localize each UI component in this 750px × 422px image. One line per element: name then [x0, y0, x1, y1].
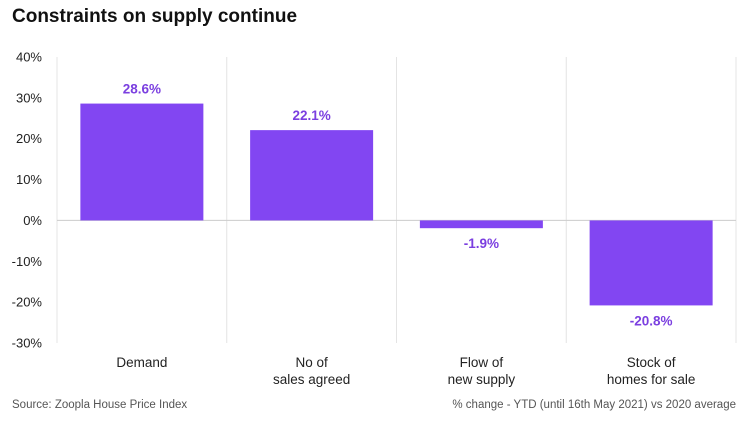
x-tick-label: Flow of new supply: [448, 355, 516, 387]
x-tick-label: Demand: [116, 355, 167, 370]
bars: [80, 103, 713, 306]
y-tick-label: 0%: [23, 213, 42, 228]
y-tick-label: 30%: [16, 90, 42, 105]
data-label: 22.1%: [292, 108, 330, 123]
bar: [250, 130, 374, 221]
data-label: 28.6%: [123, 82, 161, 97]
y-tick-label: 20%: [16, 131, 42, 146]
chart-title: Constraints on supply continue: [12, 6, 298, 27]
bar: [80, 103, 204, 221]
y-tick-label: -10%: [12, 254, 43, 269]
bar: [589, 220, 713, 306]
y-tick-label: 10%: [16, 172, 42, 187]
y-tick-label: -20%: [12, 295, 43, 310]
source-note: Source: Zoopla House Price Index: [12, 399, 188, 411]
data-label: -1.9%: [464, 236, 499, 251]
x-axis: Demand No of sales agreed Flow of new supply…: [116, 355, 695, 387]
data-labels: 28.6% 22.1% -1.9% -20.8%: [123, 82, 673, 329]
x-tick-label: No of sales agreed: [273, 355, 350, 387]
y-axis: 40% 30% 20% 10% 0% -10% -20% -30%: [12, 50, 43, 351]
bar: [419, 220, 543, 229]
y-tick-label: 40%: [16, 50, 42, 65]
measure-note: % change - YTD (until 16th May 2021) vs …: [452, 399, 736, 411]
category-dividers: [56, 57, 737, 343]
data-label: -20.8%: [630, 313, 673, 328]
x-tick-label: Stock of homes for sale: [607, 355, 696, 387]
y-tick-label: -30%: [12, 336, 43, 351]
